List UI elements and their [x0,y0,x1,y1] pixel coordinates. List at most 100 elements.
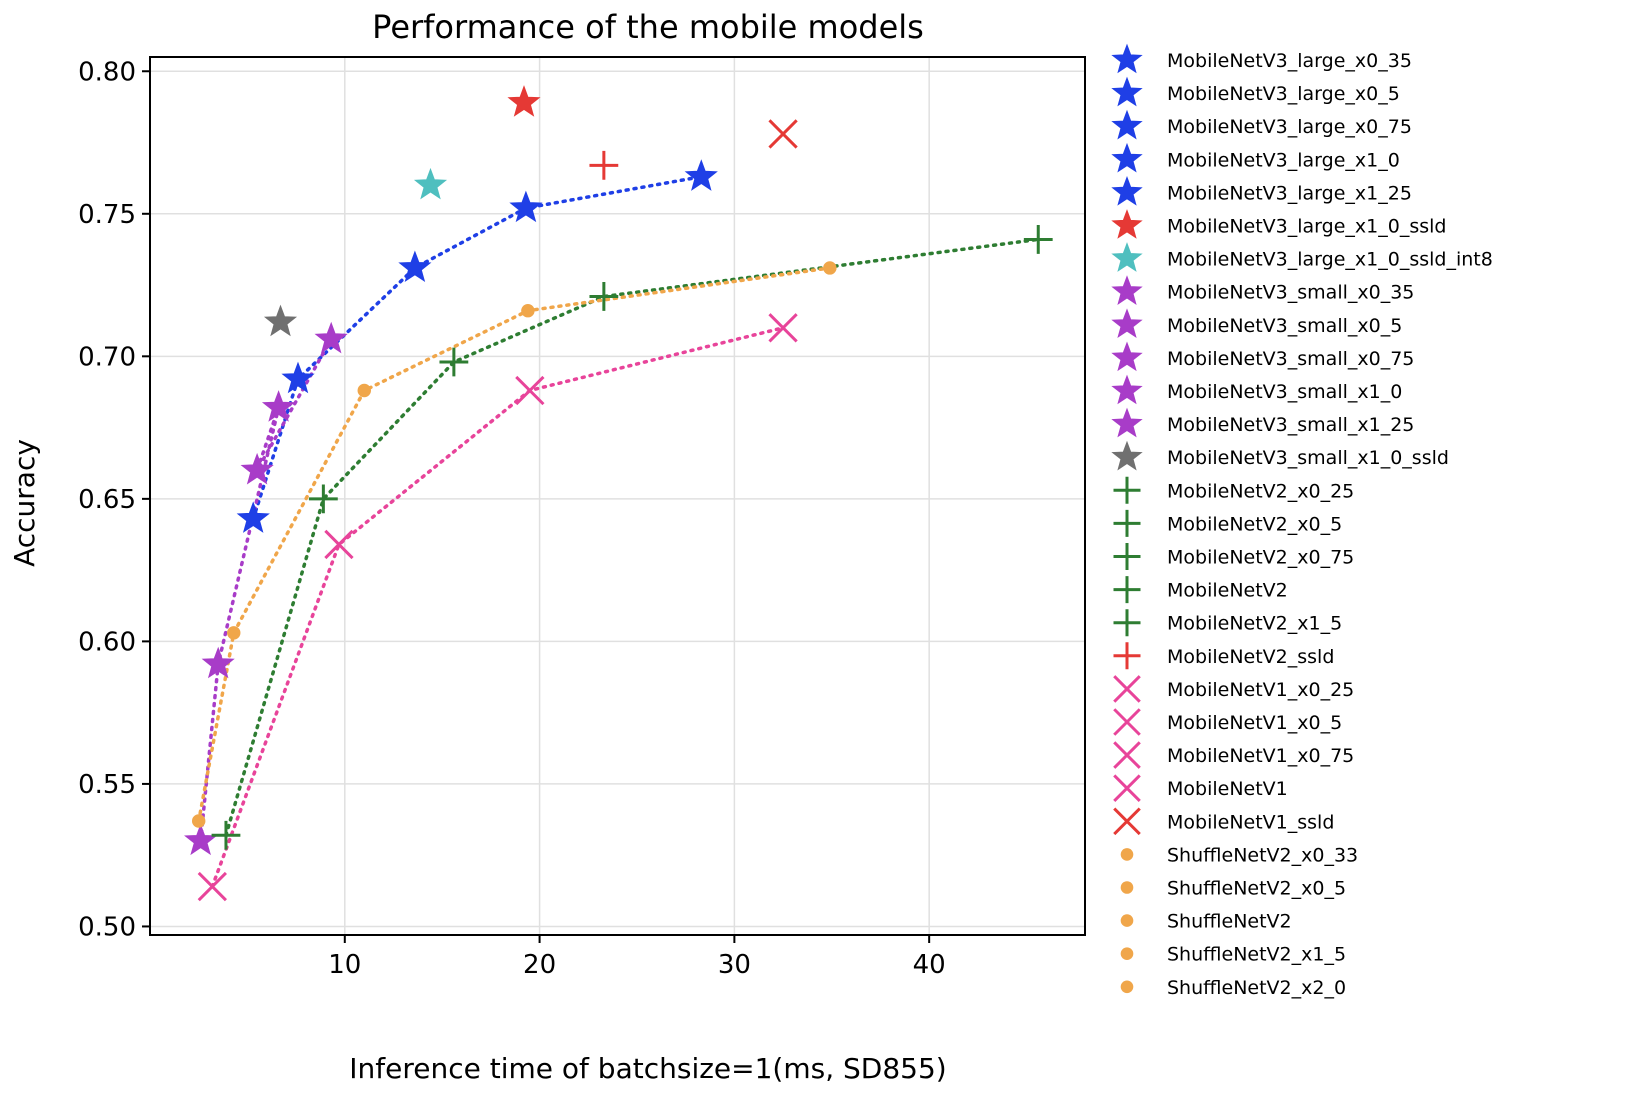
data-point [823,261,837,275]
legend-label: MobileNetV3_large_x0_75 [1167,116,1412,138]
legend-marker [1111,374,1143,405]
legend-label: ShuffleNetV2_x0_33 [1167,844,1358,866]
legend-marker [1111,275,1143,305]
legend-item: ShuffleNetV2 [1120,911,1292,933]
legend-item: MobileNetV1_x0_25 [1113,675,1354,703]
legend-label: MobileNetV2 [1167,580,1288,602]
legend-marker [1111,341,1143,372]
legend-marker [1113,774,1141,803]
data-point [413,167,448,200]
data-point [357,383,371,398]
legend-label: MobileNetV1_ssld [1167,811,1334,833]
data-point [684,159,718,191]
legend-item: MobileNetV3_small_x0_35 [1111,275,1414,305]
legend-item: MobileNetV2_x1_5 [1113,609,1342,637]
legend-marker [1111,407,1143,438]
legend-marker [1113,741,1141,769]
legend-item: MobileNetV3_large_x0_75 [1111,109,1412,140]
legend-item: MobileNetV3_small_x1_25 [1111,407,1414,438]
legend-label: MobileNetV1_x0_25 [1167,679,1354,701]
data-markers [184,85,1053,902]
legend-item: ShuffleNetV2_x1_5 [1120,944,1346,966]
legend-marker [1120,947,1134,960]
legend-label: MobileNetV3_large_x0_5 [1167,83,1400,105]
legend-item: MobileNetV2_x0_25 [1113,476,1354,504]
legend-item: MobileNetV3_large_x1_0_ssld_int8 [1111,242,1493,272]
legend-marker [1111,142,1143,173]
legend-marker [1120,881,1134,894]
legend-label: MobileNetV3_small_x1_25 [1167,414,1414,436]
legend-label: MobileNetV2_x1_5 [1167,613,1342,635]
legend-label: MobileNetV3_large_x1_0_ssld_int8 [1167,249,1493,271]
y-tick-label: 0.70 [78,342,136,372]
legend-label: MobileNetV3_large_x1_0_ssld [1167,216,1446,238]
data-point [521,303,535,318]
legend-marker [1111,209,1143,239]
legend-label: MobileNetV3_small_x0_35 [1167,282,1414,304]
legend-label: MobileNetV2_x0_5 [1167,513,1342,535]
legend-marker [1113,509,1141,537]
legend-marker [1111,109,1143,140]
legend-label: MobileNetV1_x0_75 [1167,745,1354,767]
legend-label: ShuffleNetV2_x2_0 [1167,977,1346,999]
legend-item: MobileNetV3_large_x0_5 [1111,76,1400,107]
legend-item: MobileNetV2 [1113,576,1288,604]
data-point [314,321,348,354]
legend-marker [1113,708,1141,736]
legend-marker [1113,476,1141,504]
data-point [191,814,206,828]
data-point [281,361,315,394]
legend-label: MobileNetV2_ssld [1167,646,1334,668]
data-point [509,190,543,223]
legend-item: MobileNetV1_ssld [1113,807,1334,836]
legend-marker [1113,576,1141,604]
y-tick-label: 0.60 [78,627,136,657]
legend-item: MobileNetV1_x0_5 [1113,708,1342,736]
legend-label: MobileNetV3_small_x0_5 [1167,315,1402,337]
legend-marker [1111,175,1143,206]
data-point [197,871,227,902]
legend-item: MobileNetV3_small_x0_75 [1111,341,1414,372]
legend-marker [1111,43,1143,74]
y-axis-label: Accuracy [8,439,41,567]
series-line [210,326,785,889]
legend-label: MobileNetV1_x0_5 [1167,712,1342,734]
legend-marker [1120,980,1134,994]
data-point [398,250,432,283]
legend-marker [1113,543,1141,570]
legend-item: MobileNetV3_small_x0_5 [1111,308,1402,339]
y-tick-label: 0.50 [78,912,136,942]
data-point [768,313,798,343]
legend-item: MobileNetV1 [1113,774,1288,803]
legend-item: MobileNetV2_ssld [1113,642,1334,670]
chart-title: Performance of the mobile models [372,8,924,46]
legend-label: MobileNetV3_small_x1_0_ssld [1167,447,1449,469]
data-point [236,501,270,533]
y-tick-label: 0.80 [78,57,136,87]
data-point [439,347,469,377]
data-point [308,484,338,514]
x-axis-label: Inference time of batchsize=1(ms, SD855) [349,1052,946,1085]
legend-label: MobileNetV3_large_x1_25 [1167,182,1412,204]
data-point [201,646,235,679]
x-tick-label: 10 [328,950,361,980]
legend-marker [1113,642,1141,670]
legend-label: MobileNetV3_small_x1_0 [1167,381,1402,403]
legend-item: MobileNetV3_large_x1_25 [1111,175,1412,206]
legend-item: MobileNetV3_large_x0_35 [1111,43,1412,74]
legend-item: MobileNetV2_x0_75 [1113,543,1354,570]
legend-marker [1120,914,1134,927]
data-point [589,150,619,180]
legend-label: ShuffleNetV2_x0_5 [1167,878,1346,900]
legend-item: MobileNetV3_large_x1_0_ssld [1111,209,1446,239]
legend-label: MobileNetV3_large_x0_35 [1167,50,1412,72]
data-point [263,304,298,337]
plot-frame [149,56,1086,936]
legend-label: MobileNetV2_x0_25 [1167,480,1354,502]
data-point [261,390,296,422]
legend-label: ShuffleNetV2_x1_5 [1167,944,1346,966]
data-point [768,119,798,149]
y-tick-label: 0.75 [78,200,136,230]
legend-label: ShuffleNetV2 [1167,911,1292,933]
